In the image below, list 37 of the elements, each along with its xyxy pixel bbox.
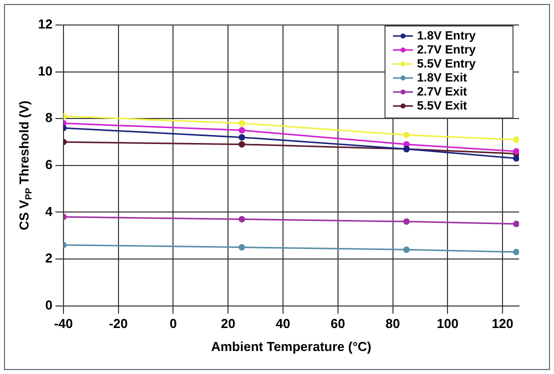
y-tick-label: 2 [45,250,52,266]
y-tick-label: 6 [45,156,52,172]
legend-label: 1.8V Entry [417,28,476,42]
point [513,220,519,228]
y-axis-title: CS VPP Threshold (V) [16,100,34,230]
legend-label: 1.8V Exit [417,70,468,84]
point [238,141,246,148]
legend-label: 5.5V Exit [417,98,468,112]
point [238,127,246,134]
x-tick-label: 80 [386,316,400,332]
legend-label: 5.5V Entry [417,56,476,70]
x-tick-label: 120 [492,316,514,332]
y-tick-label: 4 [45,204,54,219]
point [238,120,246,127]
y-tick-label: 8 [45,110,52,126]
point [513,136,519,143]
x-tick-label: 20 [220,316,236,332]
x-tick-label: -20 [108,316,128,332]
legend-label: 2.7V Entry [417,42,476,56]
x-tick-label: 0 [170,316,177,332]
x-axis-title: Ambient Temperature (°C) [211,338,372,354]
point [238,216,246,222]
point [513,248,519,256]
y-tick-label: 0 [45,297,52,312]
y-tick-label: 12 [38,16,52,32]
point [238,134,246,141]
y-tick-label: 10 [38,63,52,78]
x-tick-label: 60 [330,316,346,332]
legend-label: 2.7V Exit [417,84,468,98]
x-tick-label: -40 [54,316,73,332]
point [403,132,410,138]
x-tick-label: 100 [436,316,458,332]
point [513,155,519,162]
point [403,218,410,225]
point [403,246,410,253]
x-tick-label: 40 [276,316,290,332]
point [238,244,246,251]
